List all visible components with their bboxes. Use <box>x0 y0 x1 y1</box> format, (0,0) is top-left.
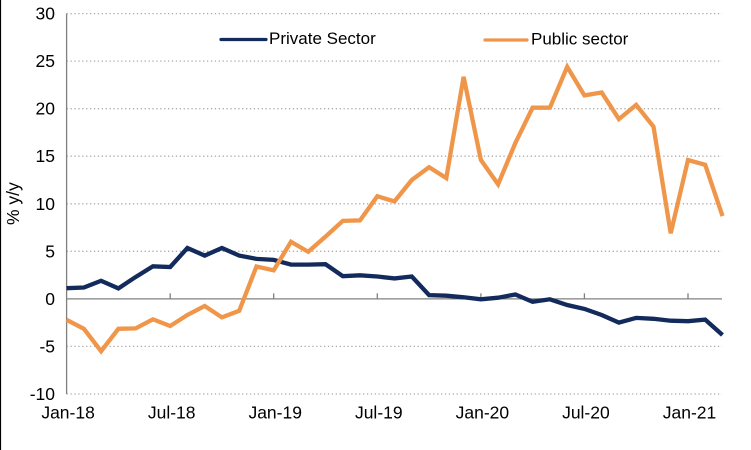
svg-text:Jul-18: Jul-18 <box>148 403 196 423</box>
svg-text:Jul-19: Jul-19 <box>355 403 403 423</box>
svg-text:-5: -5 <box>39 336 55 356</box>
svg-text:Public sector: Public sector <box>531 30 629 49</box>
svg-text:10: 10 <box>36 194 56 214</box>
svg-text:25: 25 <box>36 51 55 71</box>
svg-text:Jan-20: Jan-20 <box>456 403 510 423</box>
svg-text:Jan-18: Jan-18 <box>41 403 95 423</box>
svg-text:Jan-19: Jan-19 <box>248 403 302 423</box>
svg-text:Jan-21: Jan-21 <box>663 403 717 423</box>
svg-text:-10: -10 <box>30 384 56 404</box>
svg-text:Jul-20: Jul-20 <box>562 403 610 423</box>
svg-text:30: 30 <box>36 4 56 24</box>
svg-text:5: 5 <box>45 241 55 261</box>
svg-text:0: 0 <box>45 289 55 309</box>
svg-text:15: 15 <box>36 146 55 166</box>
svg-text:% y/y: % y/y <box>3 182 23 225</box>
svg-text:Private Sector: Private Sector <box>269 29 376 48</box>
svg-text:20: 20 <box>36 99 56 119</box>
